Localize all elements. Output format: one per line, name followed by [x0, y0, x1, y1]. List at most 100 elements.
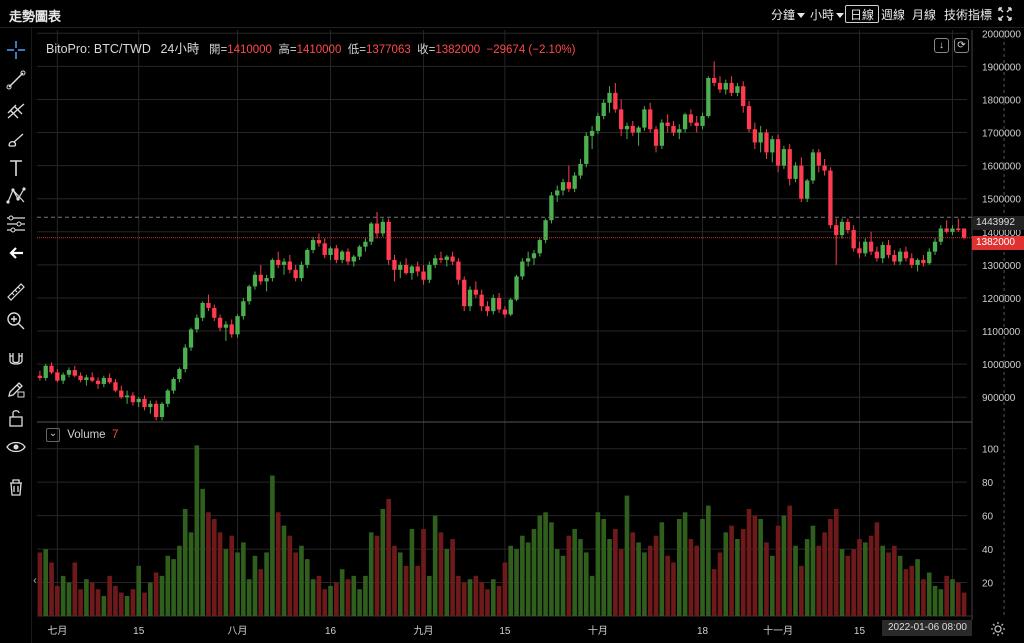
volume-bar: [95, 589, 101, 616]
collapse-volume-toggle[interactable]: ⌄: [46, 428, 60, 442]
price-tick-label: 2000000: [982, 29, 1021, 40]
visibility-tool[interactable]: [4, 435, 28, 459]
lock-drawings-tool[interactable]: [4, 377, 28, 401]
crosshair-tool[interactable]: [4, 38, 28, 62]
volume-bar: [299, 545, 304, 616]
chevron-down-icon: [836, 13, 845, 19]
text-tool[interactable]: [4, 156, 28, 180]
high-value: 1410000: [296, 44, 342, 56]
volume-bar: [380, 508, 386, 616]
volume-bar: [328, 585, 333, 616]
volume-tick-label: 100: [982, 445, 999, 456]
volume-bar: [624, 495, 630, 616]
volume-bar: [188, 532, 194, 616]
candle-body: [473, 289, 478, 295]
candle-body: [560, 182, 566, 191]
volume-bar: [403, 565, 409, 616]
candle-body: [223, 324, 229, 328]
candle-body: [723, 82, 728, 90]
candle-body: [729, 82, 734, 93]
volume-bar: [653, 535, 659, 616]
volume-bar: [740, 529, 746, 616]
open-label: 開=: [208, 44, 228, 56]
high-label: 高=: [278, 44, 297, 56]
volume-bar: [392, 545, 397, 616]
time-tick-label: 16: [325, 626, 337, 637]
candle-body: [258, 274, 263, 282]
candle-body: [630, 125, 635, 133]
candle-body: [717, 82, 723, 90]
candle-body: [270, 259, 275, 279]
volume-bar: [845, 555, 851, 616]
fib-retracement-tool[interactable]: [4, 212, 28, 236]
time-tick-label: 15: [499, 626, 511, 637]
candle-body: [793, 165, 798, 179]
volume-bar: [833, 508, 839, 616]
volume-bar: [572, 529, 577, 616]
volume-bar: [252, 555, 258, 616]
chart-settings-button[interactable]: [987, 619, 1009, 639]
fullscreen-button[interactable]: [993, 4, 1015, 24]
minute-interval-dropdown[interactable]: 分鐘: [766, 5, 810, 23]
candle-body: [944, 228, 949, 232]
candle-body: [241, 301, 246, 317]
volume-bar: [124, 595, 130, 616]
trend-line-tool[interactable]: [4, 68, 28, 92]
delete-drawings-tool[interactable]: [4, 475, 28, 499]
indicators-button[interactable]: 技術指標: [944, 8, 993, 22]
reset-chart-button[interactable]: ⟳: [954, 38, 969, 53]
scroll-down-button[interactable]: ↓: [934, 38, 949, 53]
volume-bar: [363, 575, 368, 616]
volume-bar: [194, 445, 200, 616]
candle-body: [130, 395, 136, 403]
pitchfork-icon: [7, 103, 25, 119]
back-button[interactable]: [4, 241, 28, 265]
magnet-tool[interactable]: [4, 348, 28, 372]
volume-bar: [467, 579, 473, 616]
day-interval-button[interactable]: 日線: [845, 5, 880, 23]
candle-body: [531, 253, 537, 259]
candle-body: [514, 276, 519, 300]
volume-bar: [711, 569, 717, 616]
time-tick-label: 九月: [414, 625, 434, 637]
volume-bar: [659, 522, 665, 616]
symbol-name: BitoPro: BTC/TWD: [46, 42, 151, 56]
chevron-down-icon: ⌄: [48, 428, 58, 439]
ohlc-legend: BitoPro: BTC/TWD 24小時 開=1410000 高=141000…: [46, 38, 575, 57]
pattern-icon: [6, 187, 26, 204]
measure-tool[interactable]: [4, 280, 28, 304]
candle-body: [305, 249, 310, 265]
volume-bar: [316, 575, 322, 616]
volume-tick-label: 60: [982, 512, 994, 523]
week-interval-button[interactable]: 週線: [881, 8, 906, 22]
candle-body: [37, 375, 43, 379]
volume-bar: [589, 575, 595, 616]
volume-bar: [508, 545, 514, 616]
candle-body: [526, 258, 531, 262]
volume-bar: [915, 559, 920, 616]
candle-body: [502, 309, 508, 315]
candle-body: [328, 248, 333, 255]
candle-body: [345, 251, 351, 262]
pattern-tool[interactable]: [4, 184, 28, 208]
candle-body: [712, 77, 717, 83]
volume-bar: [874, 522, 880, 616]
volume-bar: [723, 532, 729, 616]
candle-body: [369, 223, 374, 242]
pitchfork-tool[interactable]: [4, 98, 28, 122]
candle-body: [653, 129, 659, 146]
volume-bar: [892, 545, 897, 616]
volume-bar: [310, 579, 316, 616]
eye-icon: [6, 441, 26, 453]
hour-interval-dropdown[interactable]: 小時: [805, 5, 849, 23]
zoom-in-tool[interactable]: [4, 309, 28, 333]
candle-body: [165, 390, 170, 404]
volume-bar: [432, 515, 438, 616]
month-interval-button[interactable]: 月線: [912, 8, 937, 22]
candle-body: [444, 256, 449, 260]
brush-tool[interactable]: [4, 128, 28, 152]
app-title: 走勢圖表: [9, 9, 62, 24]
volume-bar: [270, 475, 275, 616]
unlock-tool[interactable]: [4, 406, 28, 430]
